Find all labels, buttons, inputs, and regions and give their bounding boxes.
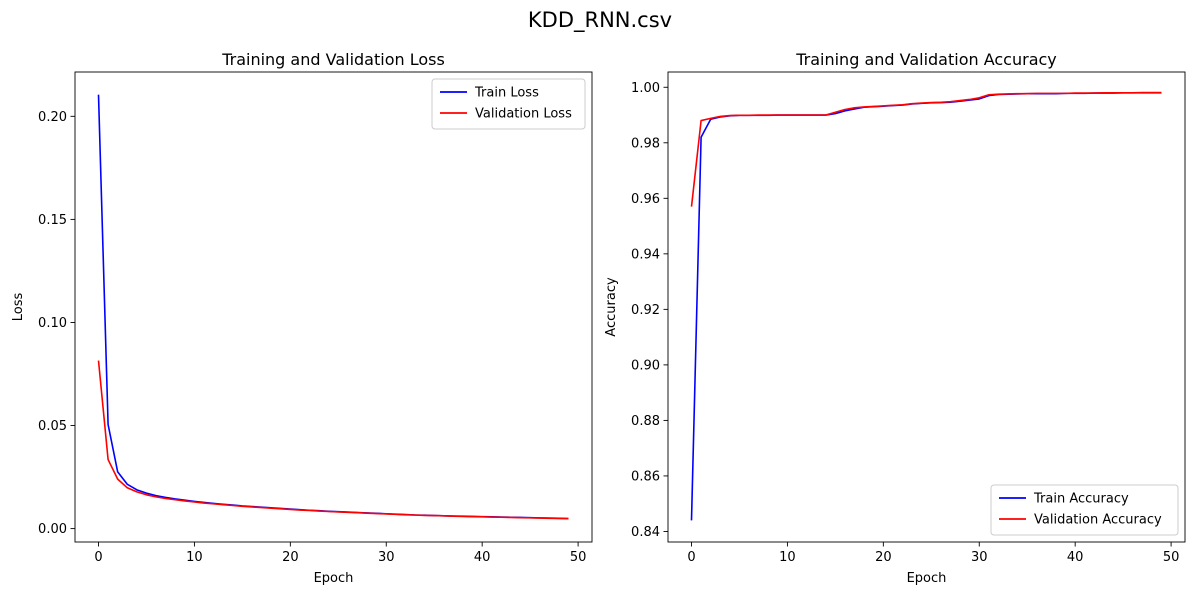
x-tick-label: 40: [474, 550, 491, 565]
y-tick-label: 0.86: [631, 469, 660, 484]
x-tick-label: 10: [186, 550, 203, 565]
x-tick-label: 10: [779, 550, 796, 565]
figure-title: KDD_RNN.csv: [527, 8, 673, 32]
x-axis-title: Epoch: [314, 571, 354, 586]
x-tick-label: 40: [1067, 550, 1084, 565]
x-tick-label: 50: [570, 550, 587, 565]
y-axis-title: Loss: [11, 293, 26, 322]
y-tick-label: 0.90: [631, 358, 660, 373]
y-tick-label: 0.92: [631, 303, 660, 318]
y-tick-label: 1.00: [631, 81, 660, 96]
legend-entry-label: Train Loss: [474, 86, 539, 101]
y-tick-label: 0.10: [38, 316, 67, 331]
legend: Train Loss Validation Loss: [431, 78, 586, 130]
y-tick-label: 0.96: [631, 192, 660, 207]
x-tick-label: 50: [1163, 550, 1180, 565]
x-tick-label: 20: [875, 550, 892, 565]
loss-chart: Training and Validation Loss 0 10 20 30 40 50 0…: [11, 50, 593, 586]
y-tick-label: 0.20: [38, 110, 67, 125]
series-line-validation-accuracy: [690, 91, 1162, 207]
legend-box: [990, 484, 1179, 536]
x-tick-label: 0: [687, 550, 695, 565]
legend-box: [431, 78, 586, 130]
y-tick-label: 0.98: [631, 136, 660, 151]
x-tick-label: 30: [971, 550, 988, 565]
plot-frame: [667, 71, 1186, 543]
y-tick-label: 0.05: [38, 419, 67, 434]
legend-entry-label: Train Accuracy: [1033, 492, 1129, 507]
plot-frame: [74, 71, 593, 543]
x-tick-label: 0: [94, 550, 102, 565]
plot-title: Training and Validation Accuracy: [795, 50, 1057, 69]
x-axis-title: Epoch: [907, 571, 947, 586]
series-line-validation-loss: [97, 360, 569, 520]
y-tick-label: 0.00: [38, 522, 67, 537]
x-tick-label: 30: [378, 550, 395, 565]
y-axis-title: Accuracy: [604, 277, 619, 337]
y-tick-label: 0.88: [631, 414, 660, 429]
plot-title: Training and Validation Loss: [221, 50, 445, 69]
legend-entry-label: Validation Accuracy: [1034, 513, 1162, 528]
x-tick-label: 20: [282, 550, 299, 565]
legend: Train Accuracy Validation Accuracy: [990, 484, 1179, 536]
y-tick-label: 0.84: [631, 525, 660, 540]
series-line-train-accuracy: [690, 92, 1162, 521]
series-line-train-loss: [97, 94, 569, 520]
accuracy-chart: Training and Validation Accuracy 0 10 20 30 4…: [604, 50, 1186, 586]
y-tick-label: 0.15: [38, 213, 67, 228]
y-tick-label: 0.94: [631, 247, 660, 262]
legend-entry-label: Validation Loss: [475, 107, 572, 122]
